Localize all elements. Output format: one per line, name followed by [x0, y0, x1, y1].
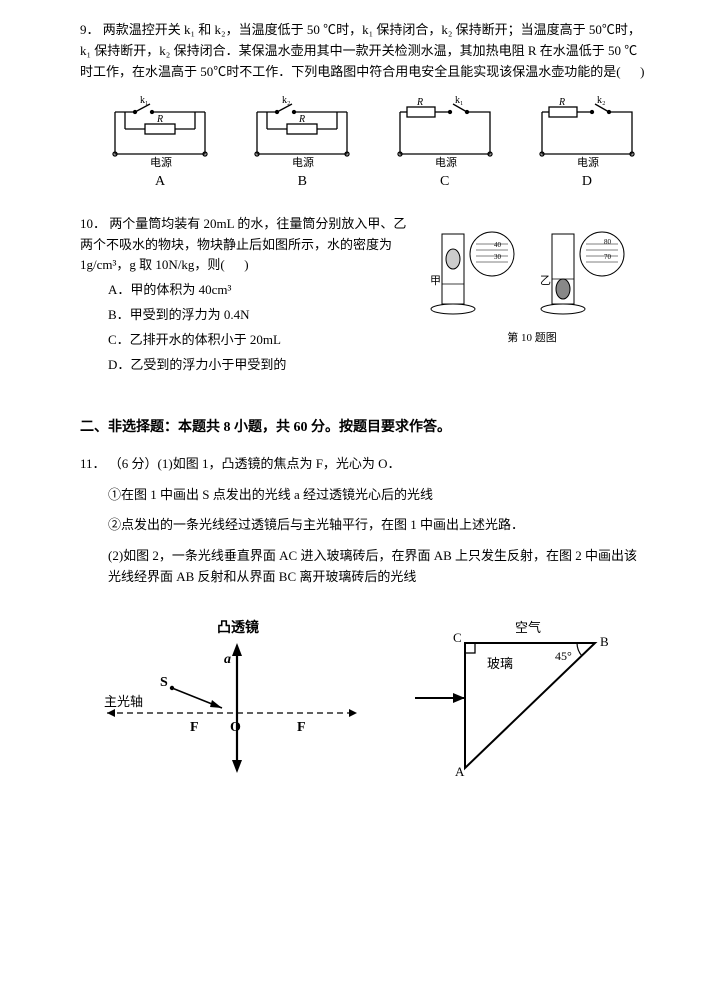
svg-text:70: 70 [604, 253, 612, 261]
svg-text:R: R [156, 114, 163, 125]
lens-diagram: 凸透镜 主光轴 F F O S a [102, 618, 362, 785]
q9-text: 两款温控开关 k₁ 和 k₂，当温度低于 50 ℃时，k₁ 保持闭合，k₂ 保持… [80, 22, 644, 79]
q10-optD: D．乙受到的浮力小于甲受到的 [108, 355, 417, 376]
circuit-a-svg: k₁ R 电源 [100, 94, 220, 169]
q10-optB: B．甲受到的浮力为 0.4N [108, 305, 417, 326]
svg-text:B: B [600, 634, 609, 649]
circuit-b-label: B [242, 171, 362, 193]
q10-optC: C．乙排开水的体积小于 20mL [108, 330, 417, 351]
svg-text:电源: 电源 [292, 155, 314, 169]
svg-text:R: R [558, 97, 565, 108]
prism-svg: 空气 45° C B A 玻璃 [405, 618, 625, 778]
svg-text:k₂: k₂ [597, 95, 606, 106]
svg-text:k₁: k₁ [455, 95, 464, 106]
q10-options: A．甲的体积为 40cm³ B．甲受到的浮力为 0.4N C．乙排开水的体积小于… [80, 280, 417, 375]
q9-number: 9． [80, 22, 100, 37]
circuit-c-svg: k₁ R 电源 [385, 94, 505, 169]
prism-diagram: 空气 45° C B A 玻璃 [405, 618, 625, 785]
lens-svg: 凸透镜 主光轴 F F O S a [102, 618, 362, 778]
svg-text:a: a [224, 652, 231, 667]
svg-text:空气: 空气 [515, 620, 541, 635]
svg-text:R: R [416, 97, 423, 108]
svg-text:R: R [298, 114, 305, 125]
question-10: 10． 两个量筒均装有 20mL 的水，往量筒分别放入甲、乙两个不吸水的物块，物… [80, 214, 647, 380]
circuit-d-label: D [527, 171, 647, 193]
section-2-header: 二、非选择题：本题共 8 小题，共 60 分。按题目要求作答。 [80, 417, 647, 439]
svg-text:45°: 45° [555, 649, 572, 663]
q10-optA: A．甲的体积为 40cm³ [108, 280, 417, 301]
svg-text:O: O [230, 720, 241, 735]
svg-text:F: F [297, 720, 306, 735]
svg-text:30: 30 [494, 253, 502, 261]
svg-text:S: S [160, 675, 168, 690]
svg-text:C: C [453, 630, 462, 645]
q11-intro: （6 分）(1)如图 1，凸透镜的焦点为 F，光心为 O． [109, 456, 401, 471]
q10-fig-caption: 第 10 题图 [417, 330, 647, 348]
q10-cylinders-svg: 40 30 80 70 甲 乙 [422, 224, 642, 324]
q9-circuits-row: k₁ R 电源 A k₂ [100, 94, 647, 193]
question-9: 9． 两款温控开关 k₁ 和 k₂，当温度低于 50 ℃时，k₁ 保持闭合，k₂… [80, 20, 647, 194]
svg-text:玻璃: 玻璃 [487, 656, 513, 671]
svg-text:电源: 电源 [435, 155, 457, 169]
svg-text:乙: 乙 [540, 274, 551, 287]
svg-text:凸透镜: 凸透镜 [217, 619, 259, 636]
svg-text:A: A [455, 764, 465, 778]
svg-text:k₁: k₁ [140, 95, 149, 106]
circuit-a-label: A [100, 171, 220, 193]
svg-text:电源: 电源 [577, 155, 599, 169]
q11-line3: (2)如图 2，一条光线垂直界面 AC 进入玻璃砖后，在界面 AB 上只发生反射… [80, 546, 647, 588]
circuit-c: k₁ R 电源 C [385, 94, 505, 193]
q10-text: 两个量筒均装有 20mL 的水，往量筒分别放入甲、乙两个不吸水的物块，物块静止后… [80, 216, 406, 273]
q10-number: 10． [80, 216, 106, 231]
circuit-c-label: C [385, 171, 505, 193]
circuit-d-svg: k₂ R 电源 [527, 94, 647, 169]
svg-text:甲: 甲 [430, 275, 441, 287]
svg-text:电源: 电源 [150, 155, 172, 169]
svg-text:k₂: k₂ [282, 95, 291, 106]
svg-text:40: 40 [494, 241, 502, 249]
q11-diagrams: 凸透镜 主光轴 F F O S a [80, 618, 647, 785]
question-11: 11． （6 分）(1)如图 1，凸透镜的焦点为 F，光心为 O． ①在图 1 … [80, 454, 647, 785]
q11-line2: ②点发出的一条光线经过透镜后与主光轴平行，在图 1 中画出上述光路． [80, 515, 647, 536]
circuit-b-svg: k₂ R 电源 [242, 94, 362, 169]
circuit-d: k₂ R 电源 D [527, 94, 647, 193]
svg-text:80: 80 [604, 238, 612, 246]
svg-text:F: F [190, 720, 199, 735]
q10-figure: 40 30 80 70 甲 乙 [417, 214, 647, 380]
q11-line1: ①在图 1 中画出 S 点发出的光线 a 经过透镜光心后的光线 [80, 485, 647, 506]
q11-number: 11． [80, 456, 106, 471]
svg-text:主光轴: 主光轴 [104, 694, 143, 709]
circuit-a: k₁ R 电源 A [100, 94, 220, 193]
circuit-b: k₂ R 电源 B [242, 94, 362, 193]
